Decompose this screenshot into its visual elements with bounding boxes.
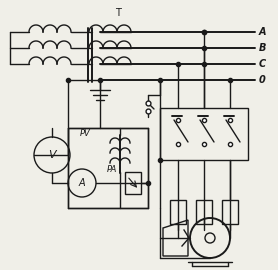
Bar xyxy=(160,108,248,160)
Bar xyxy=(170,200,186,224)
Text: B: B xyxy=(259,43,266,53)
Text: PA: PA xyxy=(107,166,117,174)
Bar xyxy=(196,200,212,224)
Text: T: T xyxy=(115,8,121,18)
Bar xyxy=(222,200,238,224)
Text: V: V xyxy=(48,150,56,160)
Text: A: A xyxy=(259,27,267,37)
Text: PV: PV xyxy=(80,129,91,137)
Text: C: C xyxy=(259,59,266,69)
Text: 0: 0 xyxy=(259,75,266,85)
Bar xyxy=(125,172,141,194)
Text: A: A xyxy=(79,178,85,188)
